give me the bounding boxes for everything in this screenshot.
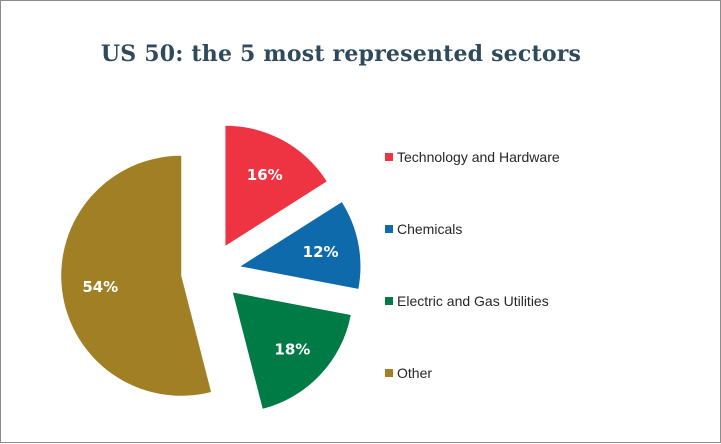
- legend-label: Other: [397, 365, 433, 381]
- legend-item-other: Other: [385, 365, 432, 385]
- pie-slice-chemicals: [240, 202, 361, 289]
- slice-label-technology-and-hardware: 16%: [247, 166, 283, 184]
- slice-label-chemicals: 12%: [303, 243, 339, 261]
- pie-slice-electric-and-gas-utilities: [232, 292, 351, 409]
- legend-label: Technology and Hardware: [397, 149, 560, 165]
- legend-swatch: [385, 225, 393, 233]
- legend-item-technology-and-hardware: Technology and Hardware: [385, 149, 560, 169]
- legend-swatch: [385, 153, 393, 161]
- legend-item-chemicals: Chemicals: [385, 221, 462, 241]
- pie-slice-technology-and-hardware: [225, 125, 327, 246]
- slice-label-other: 54%: [82, 278, 118, 296]
- legend-swatch: [385, 369, 393, 377]
- legend-label: Electric and Gas Utilities: [397, 293, 549, 309]
- legend-item-electric-and-gas-utilities: Electric and Gas Utilities: [385, 293, 549, 313]
- legend-label: Chemicals: [397, 221, 463, 237]
- slice-label-electric-and-gas-utilities: 18%: [274, 340, 310, 358]
- legend-swatch: [385, 297, 393, 305]
- chart-title: US 50: the 5 most represented sectors: [100, 41, 582, 67]
- pie-slice-other: [61, 155, 212, 396]
